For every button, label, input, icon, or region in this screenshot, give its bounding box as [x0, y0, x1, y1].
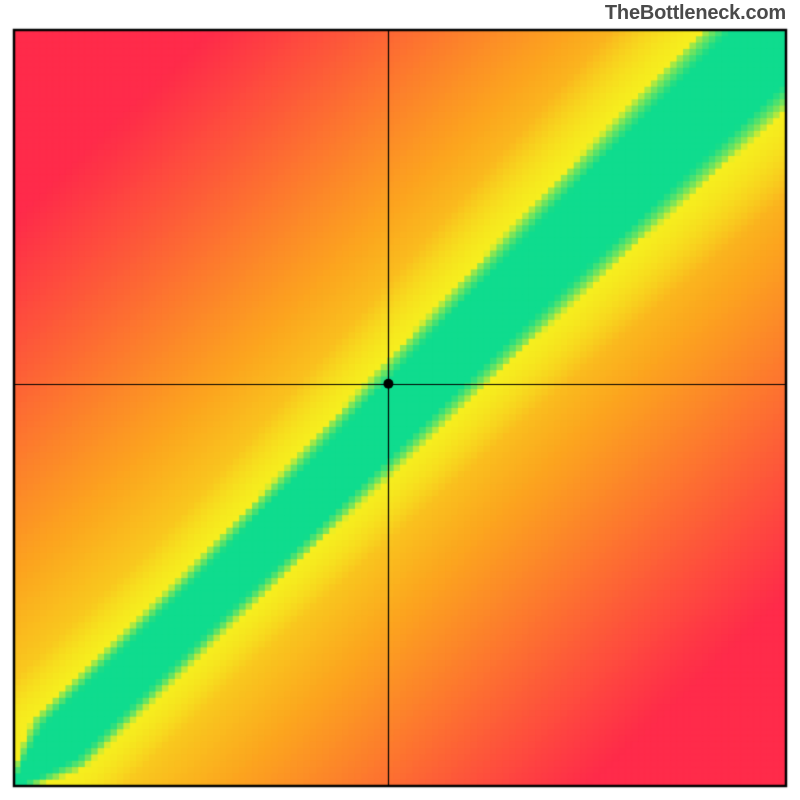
chart-container: TheBottleneck.com: [0, 0, 800, 800]
watermark-text: TheBottleneck.com: [605, 2, 786, 25]
bottleneck-heatmap: [0, 0, 800, 800]
